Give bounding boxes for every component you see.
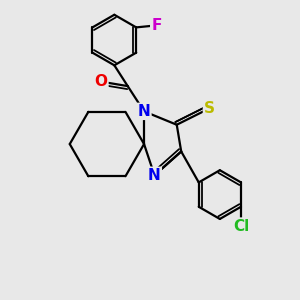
- Text: S: S: [204, 101, 215, 116]
- Text: Cl: Cl: [233, 219, 249, 234]
- Text: O: O: [94, 74, 107, 89]
- Text: N: N: [138, 104, 150, 119]
- Text: F: F: [151, 18, 162, 33]
- Text: N: N: [148, 168, 161, 183]
